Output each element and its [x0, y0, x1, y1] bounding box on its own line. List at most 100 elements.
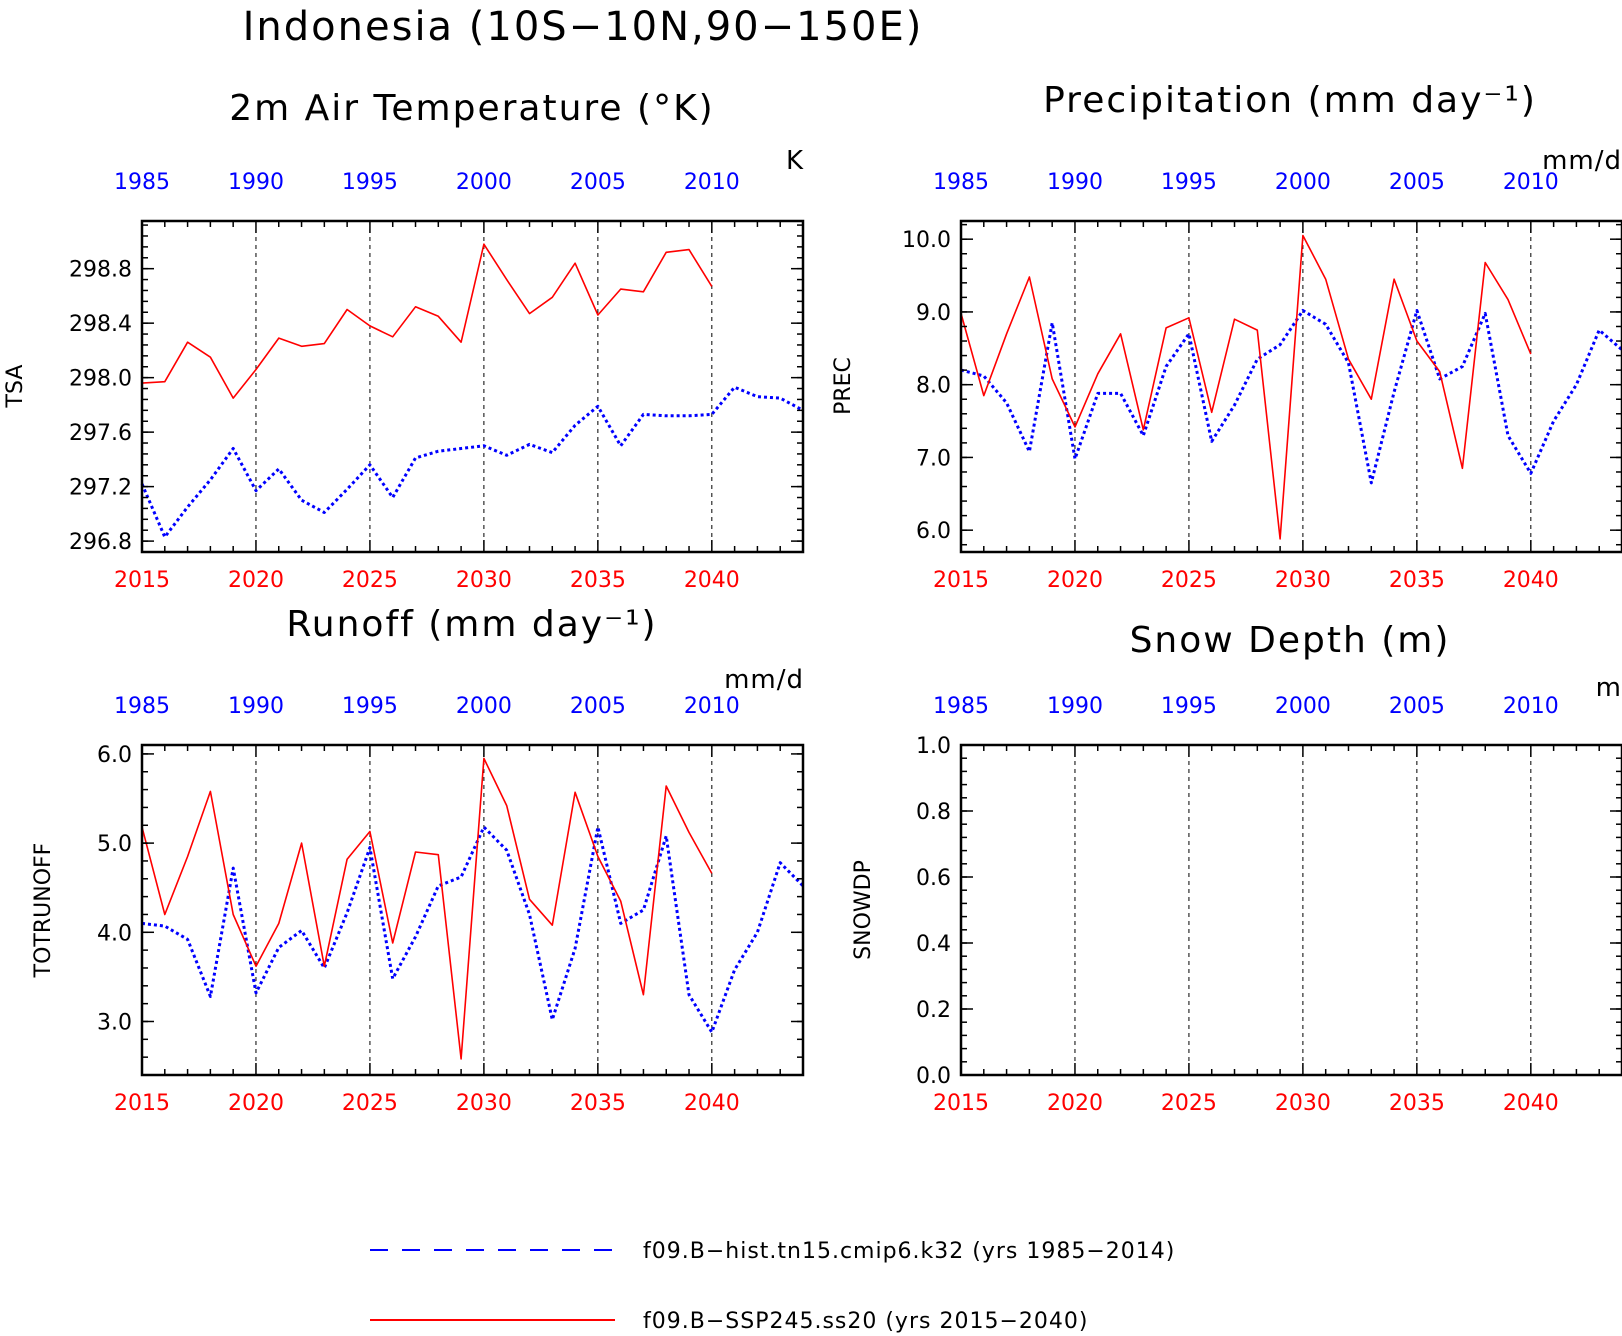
y-tick-label: 6.0	[97, 743, 132, 768]
x-tick-label-bottom: 2020	[1047, 1091, 1103, 1116]
unit-label: m	[1596, 673, 1622, 703]
unit-label: mm/d	[1542, 146, 1622, 176]
x-tick-label-top: 1995	[342, 694, 398, 719]
legend-label-hist: f09.B−hist.tn15.cmip6.k32 (yrs 1985−2014…	[643, 1239, 1175, 1264]
x-tick-label-top: 1985	[933, 170, 989, 195]
series-layer	[140, 243, 804, 539]
x-tick-label-bottom: 2020	[228, 1091, 284, 1116]
plot-frame	[959, 743, 1622, 1077]
unit-label: mm/d	[724, 665, 804, 695]
x-tick-label-bottom: 2040	[1503, 1091, 1559, 1116]
y-tick-label: 7.0	[916, 446, 951, 471]
x-tick-label-top: 1985	[114, 694, 170, 719]
x-tick-label-top: 1990	[1047, 694, 1103, 719]
x-tick-label-bottom: 2030	[456, 568, 512, 593]
y-tick-label: 3.0	[97, 1010, 132, 1035]
x-tick-label-top: 2010	[684, 170, 740, 195]
x-tick-label-top: 2000	[1275, 170, 1331, 195]
series-layer	[960, 234, 1622, 540]
x-tick-label-top: 2000	[1275, 694, 1331, 719]
legend: f09.B−hist.tn15.cmip6.k32 (yrs 1985−2014…	[370, 1239, 1175, 1334]
x-tick-label-bottom: 2035	[1389, 1091, 1445, 1116]
unit-label: K	[786, 146, 804, 176]
panel-tsa: 2m Air Temperature (°K) K TSA 296.8 297.2…	[3, 88, 805, 593]
y-tick-label: 297.2	[69, 476, 132, 501]
series-line-hist	[140, 385, 804, 539]
x-tick-label-bottom: 2025	[1161, 568, 1217, 593]
x-tick-label-bottom: 2030	[1275, 568, 1331, 593]
grid-lines	[255, 745, 713, 1075]
y-tick-label: 9.0	[916, 301, 951, 326]
x-tick-label-bottom: 2035	[570, 568, 626, 593]
ticks	[960, 744, 1622, 1076]
y-tick-label: 10.0	[902, 228, 951, 253]
panel-title: Precipitation (mm day⁻¹)	[1043, 80, 1537, 121]
x-tick-label-bottom: 2020	[1047, 568, 1103, 593]
x-tick-label-top: 2005	[1389, 170, 1445, 195]
x-tick-label-top: 1985	[114, 170, 170, 195]
y-tick-label: 0.0	[916, 1064, 951, 1089]
x-tick-label-bottom: 2025	[1161, 1091, 1217, 1116]
x-tick-label-bottom: 2015	[933, 568, 989, 593]
x-tick-label-bottom: 2040	[684, 568, 740, 593]
y-tick-label: 0.4	[916, 932, 951, 957]
panel-prec: Precipitation (mm day⁻¹) mm/d PREC 6.0 7.…	[831, 80, 1622, 593]
x-tick-label-bottom: 2040	[1503, 568, 1559, 593]
x-tick-label-top: 1990	[1047, 170, 1103, 195]
panel-title: 2m Air Temperature (°K)	[229, 88, 714, 129]
x-tick-label-bottom: 2015	[933, 1091, 989, 1116]
y-tick-label: 296.8	[69, 530, 132, 555]
legend-label-ssp: f09.B−SSP245.ss20 (yrs 2015−2040)	[643, 1309, 1088, 1334]
y-tick-label: 8.0	[916, 374, 951, 399]
y-tick-label: 298.4	[69, 312, 132, 337]
x-tick-label-bottom: 2040	[684, 1091, 740, 1116]
x-tick-label-top: 1995	[1161, 694, 1217, 719]
panel-title: Snow Depth (m)	[1130, 620, 1451, 661]
y-tick-label: 1.0	[916, 734, 951, 759]
plot-frame	[959, 219, 1622, 554]
tick-labels: 0.0 0.2 0.4 0.6 0.8 1.0 2015 2020 2025 2030 2035 20…	[916, 694, 1559, 1116]
panel-runoff: Runoff (mm day⁻¹) mm/d TOTRUNOFF 3.0 4.0 5…	[31, 604, 805, 1116]
panel-snowdp: Snow Depth (m) m SNOWDP 0.0 0.2 0.4 0.6 0.8 1…	[851, 620, 1622, 1116]
plot-frame	[140, 743, 805, 1077]
y-axis-label: SNOWDP	[851, 860, 876, 960]
y-tick-label: 298.8	[69, 258, 132, 283]
y-tick-label: 297.6	[69, 421, 132, 446]
x-tick-label-bottom: 2020	[228, 568, 284, 593]
x-tick-label-bottom: 2015	[114, 1091, 170, 1116]
ticks	[141, 745, 804, 1076]
grid-lines	[255, 221, 713, 552]
ticks	[141, 221, 804, 552]
x-tick-label-bottom: 2015	[114, 568, 170, 593]
x-tick-label-top: 1995	[1161, 170, 1217, 195]
y-axis-label: PREC	[831, 357, 856, 415]
tick-labels: 296.8 297.2 297.6 298.0 298.4 298.8 2015 2020 20…	[69, 170, 740, 593]
x-tick-label-top: 2000	[456, 694, 512, 719]
tick-labels: 3.0 4.0 5.0 6.0 2015 2020 2025 2030 2035 2040 1985…	[97, 694, 740, 1116]
x-tick-label-bottom: 2025	[342, 1091, 398, 1116]
y-axis-label: TOTRUNOFF	[31, 843, 56, 979]
tick-labels: 6.0 7.0 8.0 9.0 10.0 2015 2020 2025 2030 2035 2040…	[902, 170, 1559, 593]
series-line-ssp	[141, 757, 713, 1060]
series-line-hist	[141, 825, 805, 1034]
grid-lines	[1074, 745, 1532, 1075]
x-tick-label-top: 1990	[228, 170, 284, 195]
x-tick-label-top: 2000	[456, 170, 512, 195]
x-tick-label-top: 2005	[1389, 694, 1445, 719]
ticks	[960, 221, 1622, 552]
y-tick-label: 298.0	[69, 367, 132, 392]
figure-title: Indonesia (10S−10N,90−150E)	[243, 4, 924, 50]
y-tick-label: 5.0	[97, 832, 132, 857]
x-tick-label-bottom: 2030	[456, 1091, 512, 1116]
x-tick-label-top: 1990	[228, 694, 284, 719]
x-tick-label-bottom: 2030	[1275, 1091, 1331, 1116]
plot-frame	[140, 219, 805, 554]
y-tick-label: 0.2	[916, 998, 951, 1023]
series-line-ssp	[960, 234, 1532, 540]
y-tick-label: 0.6	[916, 866, 951, 891]
x-tick-label-top: 1985	[933, 694, 989, 719]
panel-title: Runoff (mm day⁻¹)	[286, 604, 657, 645]
y-tick-label: 0.8	[916, 800, 951, 825]
x-tick-label-top: 2010	[1503, 170, 1559, 195]
